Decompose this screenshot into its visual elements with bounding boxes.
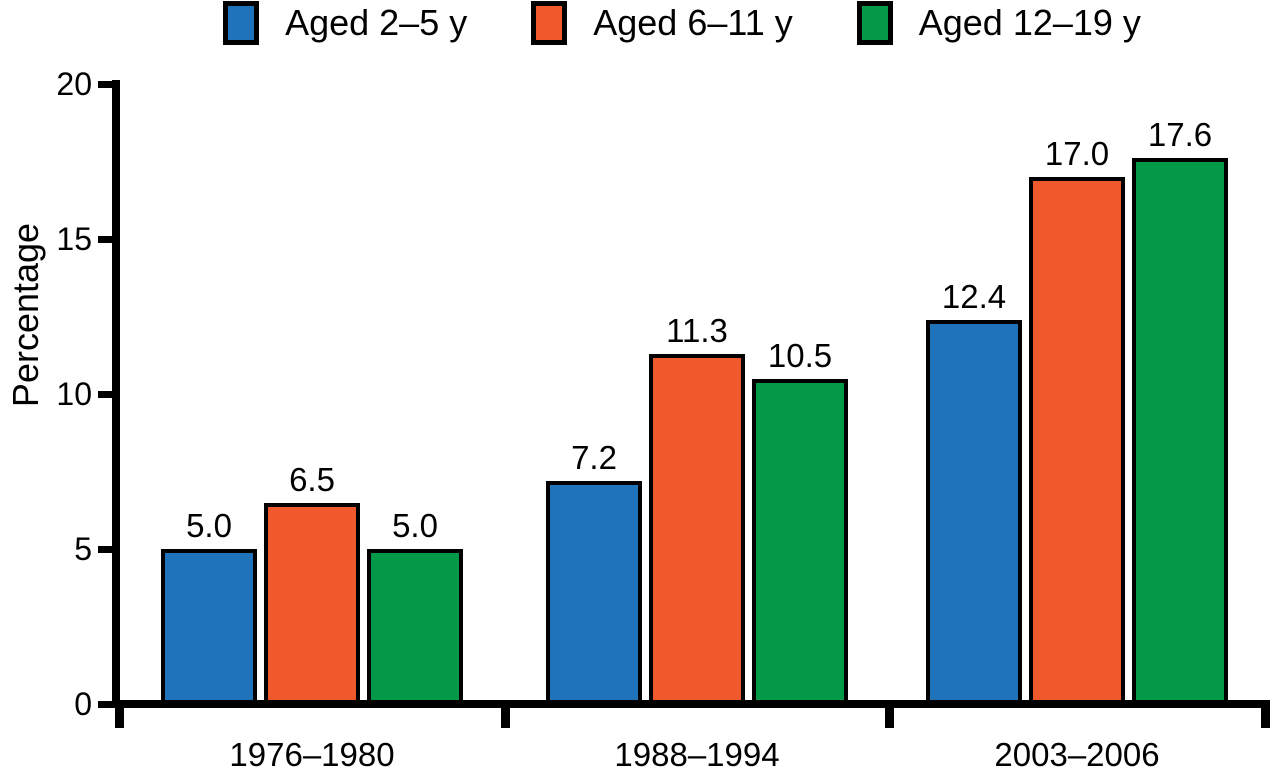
- bar-value-label: 6.5: [289, 460, 335, 498]
- x-axis-category-label: 2003–2006: [994, 736, 1160, 773]
- y-axis-tick-label: 10: [56, 376, 92, 412]
- bar-value-label: 11.3: [666, 311, 728, 349]
- bar-value-label: 10.5: [767, 336, 833, 374]
- y-axis-line: [112, 80, 120, 708]
- bar-aged-2–5-y: [926, 319, 1022, 704]
- x-axis-tick: [1260, 700, 1270, 728]
- y-axis-tick: [98, 235, 114, 243]
- chart-legend: Aged 2–5 y Aged 6–11 y Aged 12–19 y: [42, 0, 1280, 46]
- x-axis-tick: [114, 700, 124, 728]
- y-axis-tick: [98, 545, 114, 553]
- y-axis-tick-label: 15: [56, 221, 92, 257]
- bar-aged-6–11-y: [1029, 177, 1125, 704]
- bar-value-label: 17.0: [1044, 135, 1110, 172]
- bar-aged-12–19-y: [367, 549, 463, 704]
- y-axis-tick-label: 20: [56, 66, 92, 102]
- bar-value-label: 7.2: [571, 438, 617, 476]
- legend-swatch: [223, 1, 260, 45]
- legend-swatch: [856, 1, 893, 45]
- y-axis-tick: [98, 700, 114, 708]
- x-axis-tick: [884, 700, 894, 728]
- bar-aged-6–11-y: [649, 353, 745, 704]
- x-axis-tick: [500, 700, 510, 728]
- legend-item: Aged 6–11 y: [531, 0, 793, 46]
- bar-value-label: 5.0: [392, 507, 438, 544]
- legend-item: Aged 12–19 y: [856, 0, 1141, 46]
- legend-swatch: [531, 1, 568, 45]
- bar-aged-12–19-y: [1132, 158, 1228, 704]
- legend-label: Aged 12–19 y: [918, 2, 1141, 43]
- y-axis-tick: [98, 390, 114, 398]
- x-axis-category-label: 1976–1980: [229, 736, 395, 773]
- legend-item: Aged 2–5 y: [223, 0, 467, 46]
- legend-label: Aged 2–5 y: [285, 2, 468, 43]
- bar-aged-12–19-y: [752, 378, 848, 704]
- bar-aged-2–5-y: [546, 480, 642, 704]
- bar-aged-2–5-y: [161, 549, 257, 704]
- bar-value-label: 17.6: [1147, 116, 1213, 154]
- y-axis-tick-label: 0: [74, 686, 92, 722]
- legend-label: Aged 6–11 y: [593, 2, 793, 43]
- y-axis-tick: [98, 80, 114, 88]
- y-axis-tick-label: 5: [74, 531, 92, 567]
- bar-value-label: 12.4: [941, 277, 1007, 315]
- bar-aged-6–11-y: [264, 502, 360, 704]
- bar-value-label: 5.0: [186, 507, 232, 544]
- x-axis-line: [112, 700, 1270, 708]
- x-axis-category-label: 1988–1994: [614, 736, 780, 773]
